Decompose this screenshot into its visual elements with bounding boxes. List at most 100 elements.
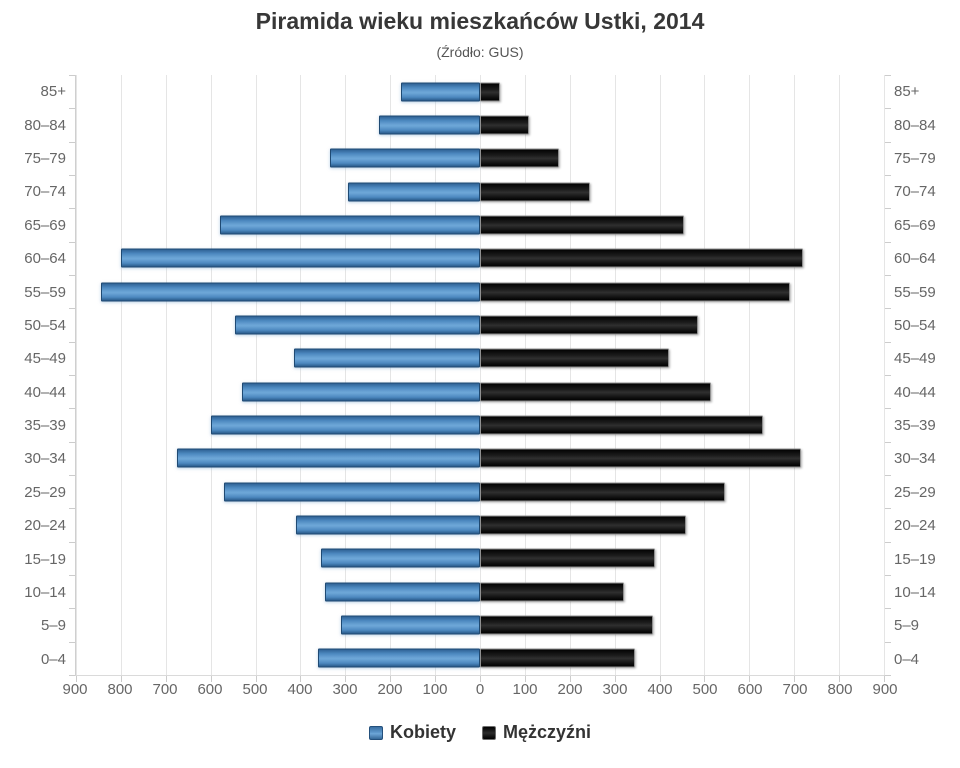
y-axis-label-right: 40–44: [894, 383, 936, 401]
bar-kobiety: [295, 515, 480, 535]
x-axis-label: 900: [62, 681, 88, 698]
gridline: [120, 75, 122, 675]
y-axis-label-right: 15–19: [894, 550, 936, 568]
bar-mezczyzni: [480, 248, 804, 268]
y-axis-label-right: 55–59: [894, 283, 936, 301]
x-axis-tick: [120, 676, 122, 682]
y-axis-tick: [885, 75, 891, 76]
y-axis-label-left: 15–19: [24, 550, 66, 568]
x-axis-label: 300: [332, 681, 358, 698]
y-axis-tick: [885, 241, 891, 243]
y-axis-tick: [885, 575, 891, 576]
x-axis-label: 100: [422, 681, 448, 698]
gridline: [255, 75, 257, 675]
y-axis-tick: [885, 675, 891, 676]
kobiety-swatch-icon: [368, 725, 383, 740]
x-axis-label: 800: [107, 681, 133, 698]
pyramid-row: [76, 175, 884, 208]
pyramid-row: [76, 508, 884, 541]
x-axis-tick: [390, 676, 392, 682]
bar-kobiety: [325, 582, 480, 602]
legend-label-mezczyzni: Mężczyźni: [502, 722, 592, 742]
gridline: [794, 75, 796, 675]
y-axis-label-left: 30–34: [24, 450, 66, 468]
y-axis-label-right: 10–14: [894, 584, 936, 602]
y-axis-tick: [69, 375, 75, 376]
y-axis-label-left: 85+: [40, 83, 66, 101]
y-axis-tick: [885, 341, 891, 343]
pyramid-row: [76, 208, 884, 241]
gridline: [76, 75, 77, 675]
y-axis-label-left: 65–69: [24, 216, 66, 234]
y-axis-tick: [885, 441, 891, 443]
bar-kobiety: [219, 215, 480, 235]
chart-title: Piramida wieku mieszkańców Ustki, 2014: [255, 8, 705, 34]
y-axis-tick: [69, 275, 75, 276]
x-axis-tick: [749, 676, 751, 682]
y-axis-label-right: 50–54: [894, 316, 936, 334]
y-axis-tick: [69, 241, 75, 243]
y-axis-tick: [69, 175, 75, 176]
x-axis-label: 400: [287, 681, 313, 698]
x-axis-label: 500: [692, 681, 718, 698]
legend-item-mezczyzni[interactable]: Mężczyźni: [481, 722, 592, 743]
x-axis-label: 900: [872, 681, 898, 698]
bar-mezczyzni: [480, 648, 635, 668]
y-axis-label-right: 65–69: [894, 216, 936, 234]
y-axis-label-left: 55–59: [24, 283, 66, 301]
bar-kobiety: [320, 548, 480, 568]
x-axis-label: 600: [737, 681, 763, 698]
y-axis-tick: [885, 208, 891, 210]
pyramid-row: [76, 375, 884, 408]
y-axis-left: 85+ 80–84 75–79 70–74 65–69 60–64 55–59 50–54 45…: [0, 75, 75, 676]
x-axis-label: 500: [242, 681, 268, 698]
y-axis-tick: [885, 175, 891, 176]
bar-mezczyzni: [480, 548, 656, 568]
y-axis-tick: [69, 541, 75, 543]
gridline: [210, 75, 212, 675]
y-axis-tick: [885, 375, 891, 376]
x-axis-label: 200: [377, 681, 403, 698]
y-axis-label-right: 45–49: [894, 350, 936, 368]
pyramid-row: [76, 642, 884, 675]
y-axis-label-left: 45–49: [24, 350, 66, 368]
bar-mezczyzni: [480, 82, 501, 102]
pyramid-row: [76, 608, 884, 641]
bar-kobiety: [120, 248, 480, 268]
pyramid-row: [76, 275, 884, 308]
y-axis-label-left: 5–9: [40, 617, 66, 635]
x-axis-tick: [794, 676, 796, 682]
y-axis-label-right: 80–84: [894, 116, 936, 134]
y-axis-label-left: 0–4: [40, 650, 66, 668]
legend-label-kobiety: Kobiety: [389, 722, 456, 742]
y-axis-tick: [885, 641, 891, 643]
bar-kobiety: [235, 315, 480, 335]
chart-subtitle: (Źródło: GUS): [436, 44, 524, 60]
gridline: [390, 75, 392, 675]
gridline: [300, 75, 302, 675]
x-axis-tick: [614, 676, 616, 682]
x-axis-tick: [76, 676, 77, 682]
bar-kobiety: [329, 148, 480, 168]
y-axis-label-left: 60–64: [24, 250, 66, 268]
bar-kobiety: [347, 182, 480, 202]
y-axis-label-left: 10–14: [24, 584, 66, 602]
y-axis-tick: [69, 475, 75, 476]
y-axis-label-left: 20–24: [24, 517, 66, 535]
bar-mezczyzni: [480, 348, 669, 368]
x-axis-tick: [345, 676, 347, 682]
y-axis-tick: [69, 608, 75, 610]
bar-mezczyzni: [480, 148, 559, 168]
bar-kobiety: [379, 115, 480, 135]
x-axis-tick: [435, 676, 437, 682]
x-axis-tick: [165, 676, 167, 682]
y-axis-tick: [69, 408, 75, 410]
y-axis-label-right: 25–29: [894, 483, 936, 501]
pyramid-row: [76, 108, 884, 141]
x-axis-tick: [884, 676, 885, 682]
pyramid-row: [76, 242, 884, 275]
legend-item-kobiety[interactable]: Kobiety: [368, 722, 456, 743]
y-axis-label-right: 5–9: [894, 617, 920, 635]
y-axis-tick: [885, 108, 891, 110]
